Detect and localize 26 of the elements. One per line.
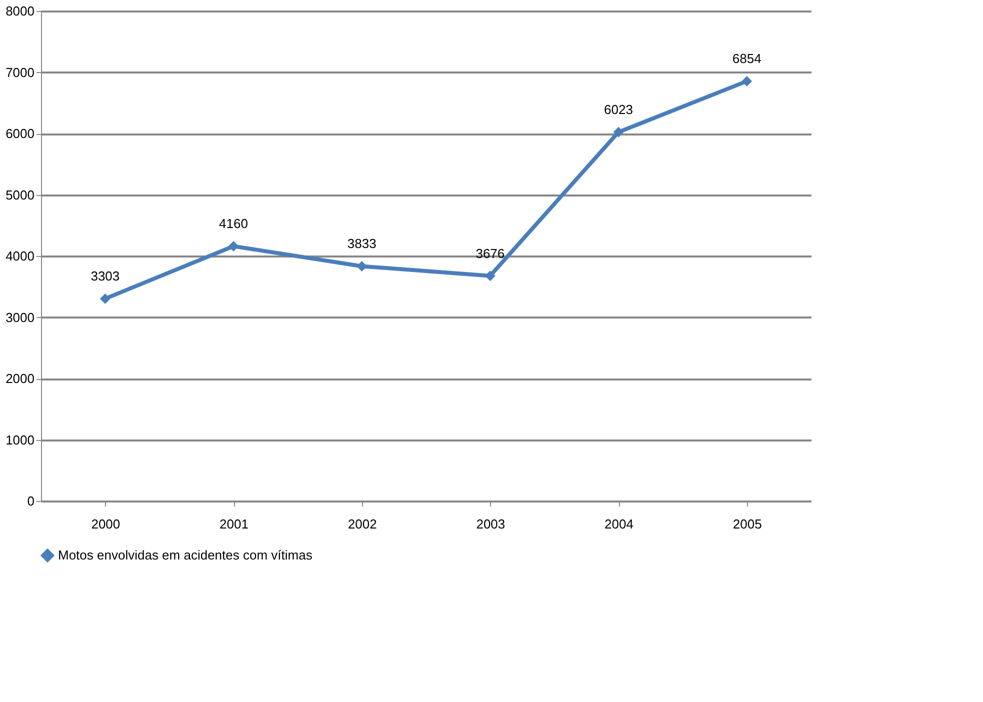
x-tick-label: 2004 <box>604 516 634 532</box>
data-label: 6023 <box>604 102 633 118</box>
data-label: 3303 <box>90 268 120 284</box>
y-tick-label: 2000 <box>6 371 34 386</box>
y-tick-label: 3000 <box>6 310 34 325</box>
y-tick-label: 1000 <box>6 432 34 448</box>
data-label: 3676 <box>476 246 505 261</box>
point <box>228 240 239 252</box>
y-tick-label: 6000 <box>6 126 34 141</box>
data-label: 3833 <box>347 236 376 252</box>
y-tick-label: 8000 <box>6 4 34 18</box>
point <box>613 126 624 138</box>
x-tick-label: 2001 <box>220 516 248 532</box>
data-label: 4160 <box>219 216 248 232</box>
legend-label: Motos envolvidas em acidentes com vítimas <box>58 548 313 562</box>
x-tick-label: 2003 <box>476 516 506 532</box>
data-label: 6854 <box>732 51 762 66</box>
y-tick-label: 4000 <box>6 248 34 264</box>
x-tick-label: 2005 <box>732 516 762 532</box>
x-tick-label: 2000 <box>91 516 120 532</box>
y-tick-label: 7000 <box>6 64 34 80</box>
x-tick-label: 2002 <box>348 516 377 532</box>
y-tick-label: 0 <box>27 494 34 508</box>
point <box>100 293 110 304</box>
point <box>742 76 752 86</box>
y-tick-label: 5000 <box>6 187 34 202</box>
